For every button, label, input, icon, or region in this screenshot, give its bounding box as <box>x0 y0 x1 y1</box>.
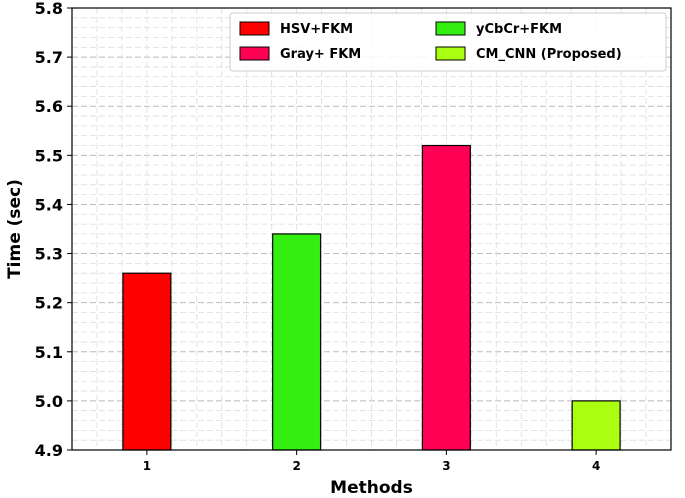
y-tick-label: 5.8 <box>35 0 63 18</box>
x-tick-label: 4 <box>592 459 600 473</box>
y-tick-label: 5.6 <box>35 97 63 116</box>
legend-label: yCbCr+FKM <box>476 22 562 37</box>
x-tick-label: 1 <box>143 459 151 473</box>
y-tick-label: 4.9 <box>35 441 63 460</box>
x-tick-label: 3 <box>442 459 450 473</box>
y-tick-label: 5.2 <box>35 294 63 313</box>
legend-swatch <box>435 21 466 36</box>
y-tick-label: 5.4 <box>35 195 63 214</box>
x-axis: 1 2 3 4 <box>143 450 600 473</box>
y-tick-label: 5.1 <box>35 343 63 362</box>
y-axis: 4.9 5.0 5.1 5.2 5.3 5.4 5.5 5.6 5.7 5.8 <box>35 0 72 460</box>
legend-swatch <box>239 21 270 36</box>
y-tick-label: 5.7 <box>35 48 63 67</box>
x-axis-title: Methods <box>330 478 413 498</box>
bar <box>122 272 172 451</box>
y-axis-title: Time (sec) <box>5 179 25 279</box>
x-tick-label: 2 <box>292 459 300 473</box>
bar <box>272 233 322 451</box>
legend-label: CM_CNN (Proposed) <box>476 47 622 62</box>
grid-lines <box>72 7 671 451</box>
bar <box>421 144 471 451</box>
legend-label: Gray+ FKM <box>280 47 361 62</box>
legend-box <box>229 12 667 72</box>
y-tick-label: 5.5 <box>35 146 63 165</box>
plot-frame <box>71 7 672 451</box>
legend-label: HSV+FKM <box>280 22 353 37</box>
bar <box>571 400 621 451</box>
legend: HSV+FKM yCbCr+FKM Gray+ FKM CM_CNN (Propose… <box>229 12 667 72</box>
legend-swatch <box>239 46 270 61</box>
y-tick-label: 5.0 <box>35 392 63 411</box>
y-tick-label: 5.3 <box>35 245 63 264</box>
bars <box>122 144 621 451</box>
legend-swatch <box>435 46 466 61</box>
